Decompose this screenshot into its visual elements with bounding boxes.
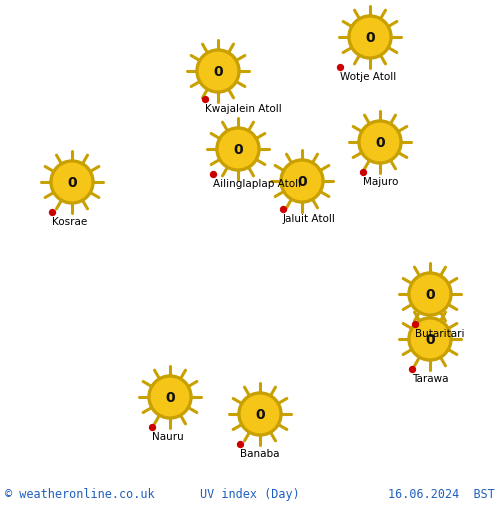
Circle shape [220, 131, 256, 168]
Text: Kosrae: Kosrae [52, 216, 88, 227]
Point [236, 440, 244, 448]
Circle shape [352, 19, 389, 56]
Circle shape [54, 164, 90, 201]
Circle shape [284, 163, 321, 201]
Text: 0: 0 [297, 175, 307, 189]
Circle shape [348, 16, 392, 60]
Point [411, 320, 419, 328]
Text: 0: 0 [233, 143, 243, 157]
Point [359, 168, 367, 177]
Circle shape [362, 124, 399, 161]
Point [209, 171, 217, 179]
Point [48, 209, 56, 217]
Circle shape [200, 53, 236, 91]
Circle shape [412, 321, 449, 358]
Circle shape [358, 121, 402, 165]
Point [336, 64, 344, 72]
Text: 0: 0 [213, 65, 223, 79]
Point [201, 96, 209, 104]
Text: Majuro: Majuro [363, 177, 398, 187]
Circle shape [408, 318, 452, 361]
Text: 0: 0 [255, 407, 265, 421]
Text: Wotje Atoll: Wotje Atoll [340, 72, 396, 82]
Circle shape [152, 379, 188, 416]
Text: UV index (Day): UV index (Day) [200, 488, 300, 500]
Text: Kwajalein Atoll: Kwajalein Atoll [205, 104, 282, 114]
Circle shape [408, 272, 452, 317]
Circle shape [216, 128, 260, 172]
Text: Butaritari: Butaritari [415, 328, 465, 338]
Circle shape [280, 160, 324, 204]
Text: 0: 0 [365, 31, 375, 45]
Point [279, 206, 287, 214]
Text: Jaluit Atoll: Jaluit Atoll [283, 214, 336, 223]
Text: 0: 0 [165, 390, 175, 404]
Circle shape [412, 276, 449, 313]
Point [408, 365, 416, 373]
Text: 0: 0 [67, 176, 77, 190]
Text: Nauru: Nauru [152, 431, 184, 441]
Circle shape [148, 375, 192, 419]
Circle shape [238, 392, 282, 436]
Text: © weatheronline.co.uk: © weatheronline.co.uk [5, 488, 154, 500]
Text: Banaba: Banaba [240, 448, 280, 458]
Text: 0: 0 [425, 288, 435, 301]
Point [148, 423, 156, 431]
Text: Ailinglaplap Atoll: Ailinglaplap Atoll [213, 179, 301, 189]
Circle shape [50, 161, 94, 205]
Text: 0: 0 [425, 332, 435, 346]
Text: Tarawa: Tarawa [412, 373, 449, 383]
Text: 16.06.2024  BST: 16.06.2024 BST [388, 488, 495, 500]
Text: 0: 0 [375, 136, 385, 150]
Circle shape [242, 395, 279, 433]
Circle shape [196, 50, 240, 94]
